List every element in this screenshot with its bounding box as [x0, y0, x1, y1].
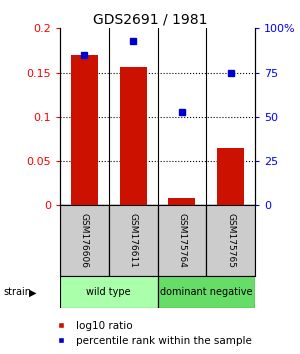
Text: wild type: wild type — [86, 287, 131, 297]
Bar — [109, 205, 158, 276]
Text: GDS2691 / 1981: GDS2691 / 1981 — [93, 12, 207, 27]
Bar — [169, 198, 195, 205]
Bar — [60, 205, 109, 276]
Text: GSM176611: GSM176611 — [129, 213, 138, 268]
Bar — [217, 148, 244, 205]
Bar — [120, 67, 146, 205]
Text: ▶: ▶ — [28, 288, 36, 298]
Bar — [158, 276, 255, 308]
Bar — [158, 205, 206, 276]
Text: GSM175765: GSM175765 — [226, 213, 235, 268]
Text: GSM176606: GSM176606 — [80, 213, 89, 268]
Text: dominant negative: dominant negative — [160, 287, 253, 297]
Text: strain: strain — [3, 287, 31, 297]
Bar — [71, 55, 98, 205]
Bar — [60, 276, 158, 308]
Text: GSM175764: GSM175764 — [177, 213, 186, 268]
Legend: log10 ratio, percentile rank within the sample: log10 ratio, percentile rank within the … — [46, 317, 256, 350]
Bar — [206, 205, 255, 276]
